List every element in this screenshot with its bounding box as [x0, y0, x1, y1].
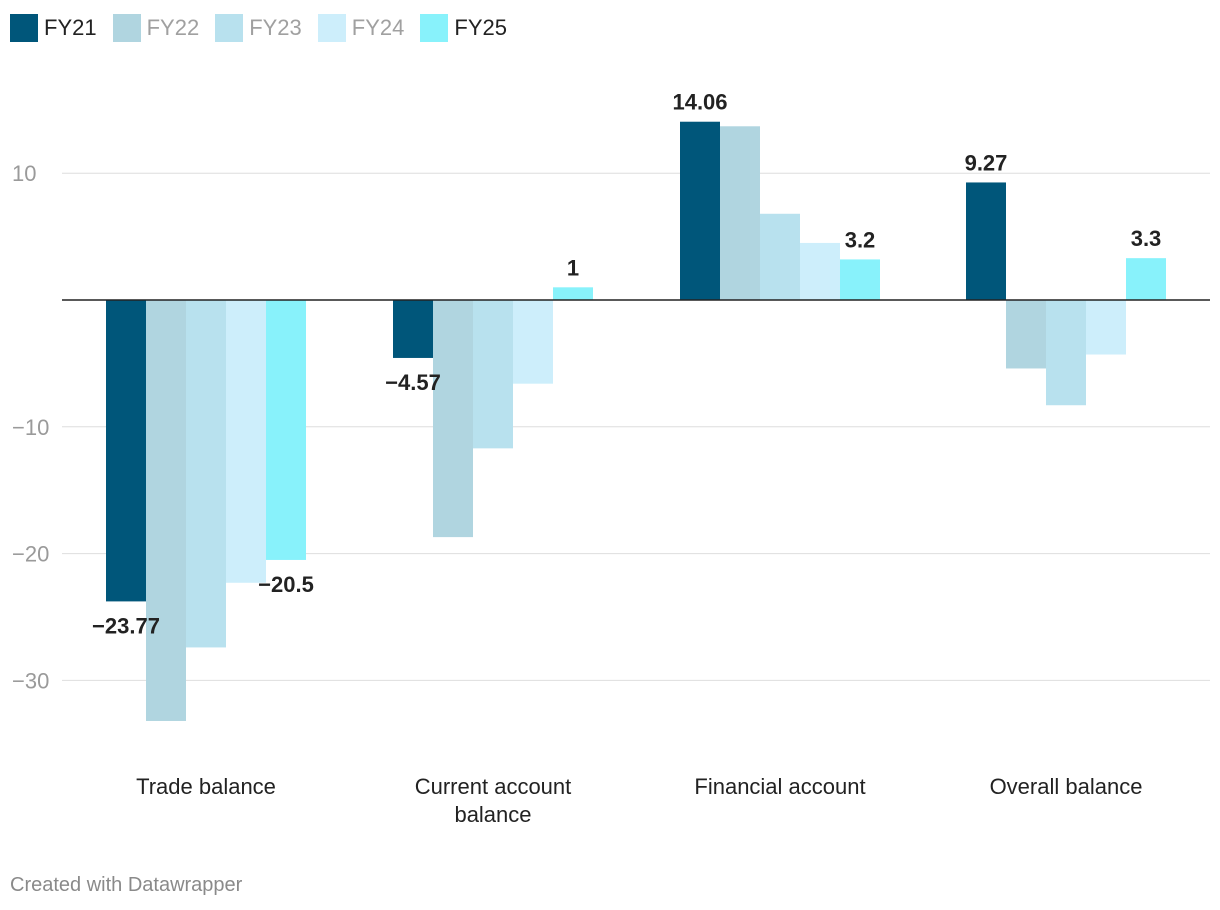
bar-fy22-2 [720, 126, 760, 300]
value-label-fy25-0: −20.5 [258, 572, 314, 597]
legend-item-fy25[interactable]: FY25 [420, 14, 507, 42]
value-label-fy25-1: 1 [567, 255, 579, 280]
legend: FY21 FY22 FY23 FY24 FY25 [10, 12, 523, 44]
value-label-fy21-0: −23.77 [92, 613, 160, 638]
legend-swatch [10, 14, 38, 42]
legend-item-fy21[interactable]: FY21 [10, 14, 97, 42]
value-label-fy25-3: 3.3 [1131, 226, 1162, 251]
bar-fy22-1 [433, 300, 473, 538]
category-label: Trade balance [136, 774, 276, 799]
y-tick-label: −20 [12, 542, 49, 567]
bar-fy24-2 [800, 242, 840, 300]
y-tick-label: −30 [12, 668, 49, 693]
legend-swatch [317, 14, 346, 42]
credit-text: Created with Datawrapper [10, 874, 243, 896]
bar-fy21-0 [106, 300, 146, 602]
bar-fy23-2 [760, 213, 800, 300]
bar-fy25-2 [840, 259, 880, 300]
bar-fy23-1 [473, 300, 513, 449]
legend-item-fy24[interactable]: FY24 [317, 14, 405, 42]
bar-fy23-3 [1046, 300, 1086, 406]
bar-fy21-2 [680, 121, 720, 300]
value-label-fy21-2: 14.06 [672, 90, 727, 115]
legend-label: FY25 [454, 15, 507, 40]
category-label: balance [454, 802, 531, 827]
legend-swatch [420, 14, 449, 42]
bar-chart: 10 −10 −20 −30 −23.77 −4.57 14.06 9.27 −20.5 1 3.2… [12, 90, 1210, 827]
y-tick-label: 10 [12, 161, 36, 186]
bar-fy24-1 [513, 300, 553, 384]
bar-fy25-0 [266, 300, 306, 560]
category-label: Current account [415, 774, 572, 799]
bar-fy24-0 [226, 300, 266, 583]
bar-fy21-1 [393, 300, 433, 358]
category-label: Financial account [694, 774, 865, 799]
bar-fy22-3 [1006, 300, 1046, 369]
bar-fy22-0 [146, 300, 186, 721]
legend-item-fy23[interactable]: FY23 [215, 14, 302, 42]
legend-label: FY22 [146, 15, 200, 40]
y-tick-label: −10 [12, 415, 49, 440]
bar-fy24-3 [1086, 300, 1126, 355]
bar-fy21-3 [966, 182, 1006, 300]
bar-fy25-3 [1126, 258, 1166, 300]
legend-label: FY23 [249, 15, 302, 40]
legend-label: FY24 [351, 15, 405, 40]
value-label-fy21-3: 9.27 [965, 150, 1008, 175]
bar-fy25-1 [553, 287, 593, 300]
bar-fy23-0 [186, 300, 226, 648]
legend-swatch [215, 14, 244, 42]
legend-item-fy22[interactable]: FY22 [112, 14, 200, 42]
value-label-fy25-2: 3.2 [845, 227, 876, 252]
legend-swatch [112, 14, 141, 42]
legend-label: FY21 [44, 15, 97, 40]
value-label-fy21-1: −4.57 [385, 370, 441, 395]
category-label: Overall balance [990, 774, 1143, 799]
